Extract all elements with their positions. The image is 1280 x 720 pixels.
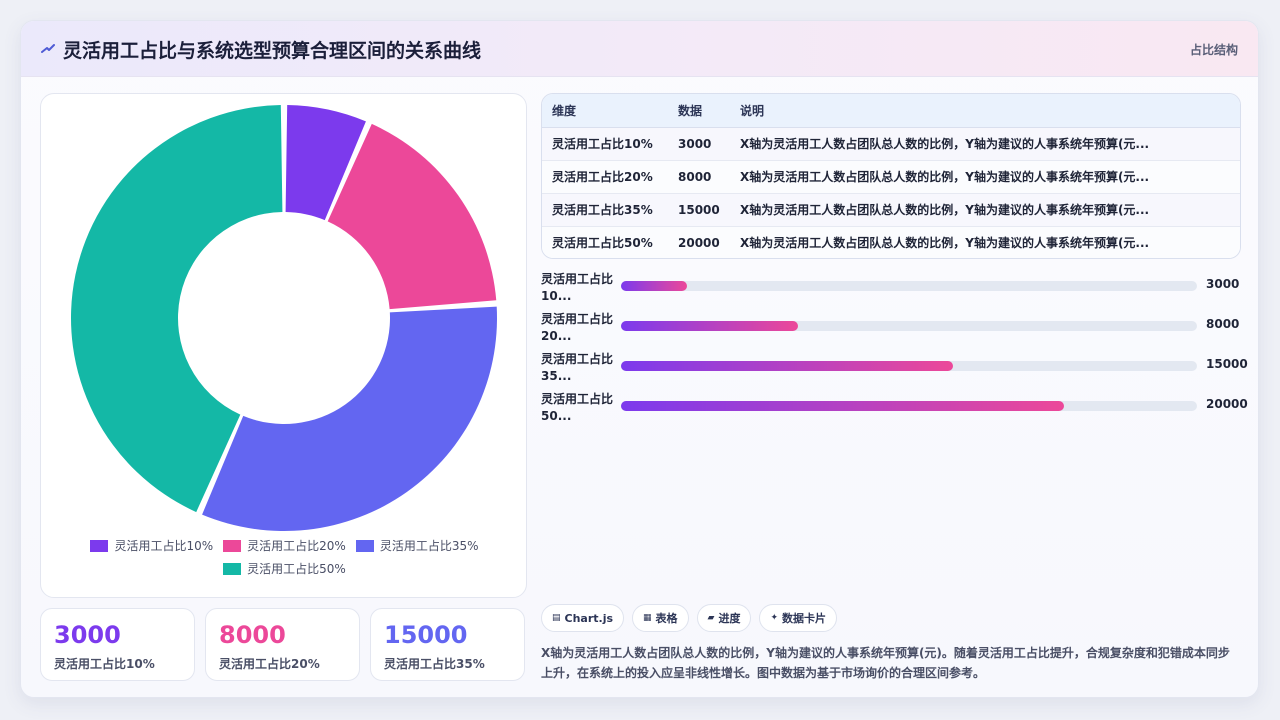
- progress-label: 灵活用工占比20...: [541, 312, 614, 343]
- cell-data: 3000: [678, 127, 740, 161]
- donut-chart-panel: 灵活用工占比10% 灵活用工占比20% 灵活用工占比35% 灵活用工占比50%: [40, 93, 527, 598]
- kpi-label: 灵活用工占比20%: [219, 657, 320, 671]
- chip-label: 数据卡片: [782, 612, 827, 625]
- page-title: 灵活用工占比与系统选型预算合理区间的关系曲线: [63, 40, 482, 62]
- column-header-data: 数据: [678, 94, 740, 128]
- kpi-card: 15000 灵活用工占比35%: [370, 608, 525, 681]
- feature-chips: ▤ Chart.js ▦ 表格 ▰ 进度 ✦ 数据卡片: [541, 604, 838, 632]
- kpi-value: 15000: [384, 621, 468, 649]
- chip-label: 表格: [655, 612, 678, 625]
- section-tag: 占比结构: [1189, 43, 1238, 57]
- legend-item[interactable]: 灵活用工占比20%: [223, 537, 346, 554]
- progress-track: [621, 401, 1197, 411]
- legend-label: 灵活用工占比20%: [247, 539, 346, 553]
- chip-label: Chart.js: [564, 611, 614, 625]
- kpi-label: 灵活用工占比35%: [384, 657, 485, 671]
- legend-swatch: [90, 539, 109, 552]
- legend-item[interactable]: 灵活用工占比35%: [355, 537, 479, 554]
- progress-track: [621, 361, 1197, 371]
- legend-swatch: [223, 562, 242, 575]
- kpi-value: 8000: [219, 621, 286, 649]
- chart-legend: 灵活用工占比10% 灵活用工占比20% 灵活用工占比35% 灵活用工占比50%: [61, 537, 508, 577]
- cell-data: 8000: [678, 160, 740, 194]
- legend-swatch: [223, 539, 242, 552]
- progress-row: 灵活用工占比50... 20000: [541, 391, 1258, 427]
- chip-label: 进度: [718, 612, 741, 625]
- progress-value: 15000: [1206, 357, 1248, 371]
- chip-chartjs[interactable]: ▤ Chart.js: [541, 604, 625, 632]
- cell-description: X轴为灵活用工人数占团队总人数的比例，Y轴为建议的人事系统年预算(元...: [740, 127, 1240, 161]
- progress-icon: ▰: [707, 613, 715, 623]
- sparkle-icon: ✦: [770, 613, 779, 623]
- chip-table[interactable]: ▦ 表格: [632, 604, 689, 632]
- donut-chart: [70, 105, 497, 531]
- table-row: 灵活用工占比50% 20000 X轴为灵活用工人数占团队总人数的比例，Y轴为建议的人…: [542, 226, 1240, 258]
- donut-slice[interactable]: [327, 123, 497, 310]
- chip-data-cards[interactable]: ✦ 数据卡片: [759, 604, 838, 632]
- progress-fill: [621, 361, 954, 371]
- table-header-row: 维度 数据 说明: [542, 94, 1240, 128]
- chart-icon: ▤: [552, 613, 561, 623]
- legend-label: 灵活用工占比10%: [114, 539, 214, 553]
- progress-value: 3000: [1206, 277, 1240, 291]
- donut-slice[interactable]: [285, 105, 366, 221]
- kpi-card: 3000 灵活用工占比10%: [40, 608, 195, 681]
- progress-value: 20000: [1206, 397, 1248, 411]
- legend-label: 灵活用工占比50%: [247, 562, 346, 576]
- table-row: 灵活用工占比35% 15000 X轴为灵活用工人数占团队总人数的比例，Y轴为建议的人…: [542, 193, 1240, 227]
- donut-slice[interactable]: [202, 306, 497, 531]
- header-bar: 灵活用工占比与系统选型预算合理区间的关系曲线 占比结构: [21, 21, 1258, 77]
- progress-row: 灵活用工占比20... 8000: [541, 311, 1258, 347]
- table-row: 灵活用工占比20% 8000 X轴为灵活用工人数占团队总人数的比例，Y轴为建议的人事…: [542, 160, 1240, 194]
- chip-progress[interactable]: ▰ 进度: [696, 604, 752, 632]
- kpi-value: 3000: [54, 621, 121, 649]
- cell-dimension: 灵活用工占比10%: [542, 127, 678, 161]
- data-table: 维度 数据 说明 灵活用工占比10% 3000 X轴为灵活用工人数占团队总人数的比例…: [542, 94, 1240, 258]
- kpi-label: 灵活用工占比10%: [54, 657, 155, 671]
- data-table-panel: 维度 数据 说明 灵活用工占比10% 3000 X轴为灵活用工人数占团队总人数的比例…: [541, 93, 1241, 259]
- progress-label: 灵活用工占比35...: [541, 352, 614, 383]
- cell-description: X轴为灵活用工人数占团队总人数的比例，Y轴为建议的人事系统年预算(元...: [740, 226, 1240, 258]
- cell-data: 15000: [678, 193, 740, 227]
- progress-fill: [621, 401, 1064, 411]
- dashboard-card: 灵活用工占比与系统选型预算合理区间的关系曲线 占比结构 灵活用工占比10% 灵活用…: [20, 20, 1259, 698]
- cell-description: X轴为灵活用工人数占团队总人数的比例，Y轴为建议的人事系统年预算(元...: [740, 193, 1240, 227]
- progress-label: 灵活用工占比50...: [541, 392, 614, 423]
- progress-track: [621, 321, 1197, 331]
- trend-logo-icon: [41, 44, 55, 53]
- progress-row: 灵活用工占比10... 3000: [541, 271, 1258, 307]
- legend-item[interactable]: 灵活用工占比50%: [223, 560, 346, 577]
- cell-dimension: 灵活用工占比35%: [542, 193, 678, 227]
- cell-data: 20000: [678, 226, 740, 258]
- column-header-description: 说明: [740, 94, 1240, 128]
- progress-fill: [621, 281, 688, 291]
- progress-value: 8000: [1206, 317, 1240, 331]
- column-header-dimension: 维度: [542, 94, 678, 128]
- chart-description: X轴为灵活用工人数占团队总人数的比例，Y轴为建议的人事系统年预算(元)。随着灵活…: [541, 646, 1230, 680]
- donut-slice[interactable]: [70, 105, 283, 513]
- cell-dimension: 灵活用工占比50%: [542, 226, 678, 258]
- legend-item[interactable]: 灵活用工占比10%: [90, 537, 213, 554]
- kpi-card: 8000 灵活用工占比20%: [205, 608, 360, 681]
- table-row: 灵活用工占比10% 3000 X轴为灵活用工人数占团队总人数的比例，Y轴为建议的人事…: [542, 127, 1240, 161]
- cell-dimension: 灵活用工占比20%: [542, 160, 678, 194]
- progress-track: [621, 281, 1197, 291]
- progress-label: 灵活用工占比10...: [541, 272, 614, 303]
- progress-fill: [621, 321, 799, 331]
- cell-description: X轴为灵活用工人数占团队总人数的比例，Y轴为建议的人事系统年预算(元...: [740, 160, 1240, 194]
- progress-row: 灵活用工占比35... 15000: [541, 351, 1258, 387]
- legend-label: 灵活用工占比35%: [379, 539, 479, 553]
- table-icon: ▦: [643, 613, 652, 623]
- legend-swatch: [355, 539, 374, 552]
